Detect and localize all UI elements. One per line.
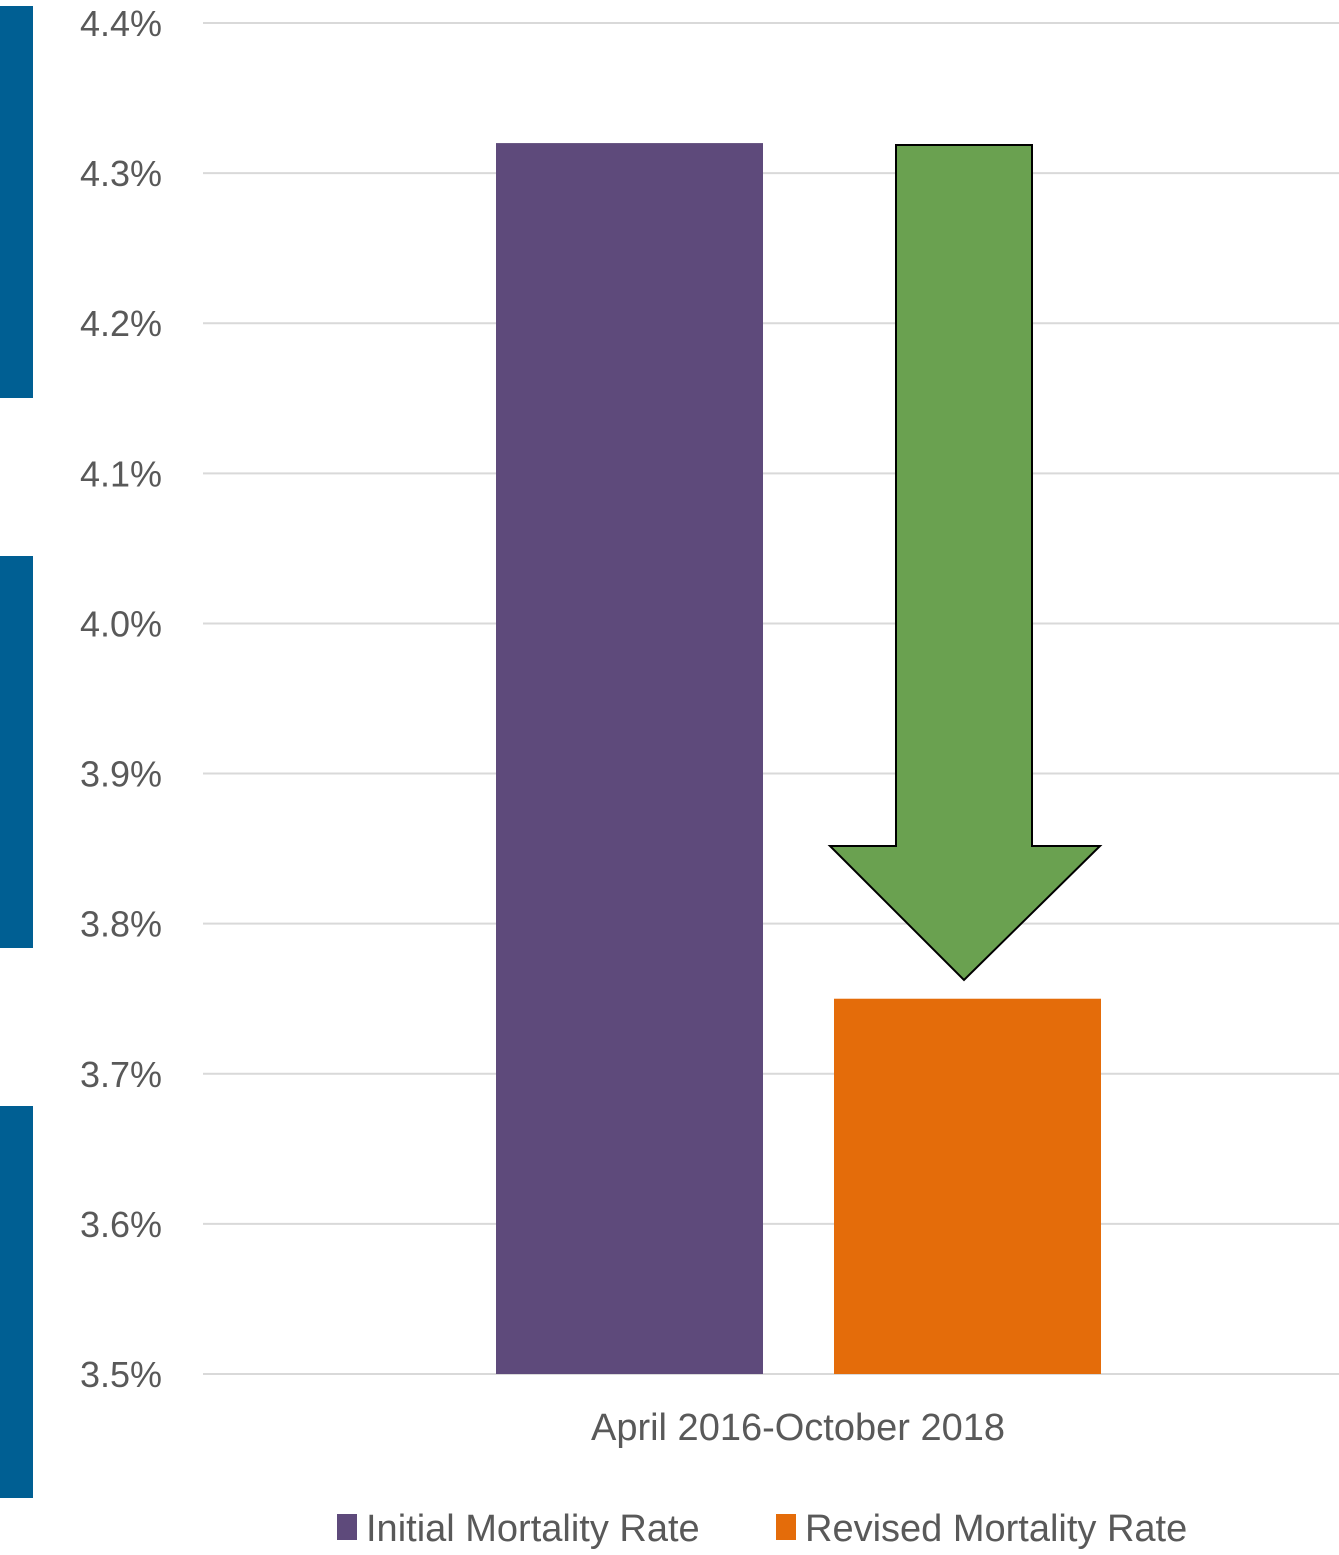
gridlines bbox=[203, 22, 1339, 1375]
y-tick-label: 3.7% bbox=[80, 1054, 162, 1095]
bar-initial-mortality-rate bbox=[496, 143, 763, 1375]
y-tick-label: 4.1% bbox=[80, 453, 162, 494]
y-axis-ticks: 3.5% 3.6% 3.7% 3.8% 3.9% 4.0% 4.1% 4.2% 4.3% 4.4% bbox=[80, 3, 162, 1395]
legend-label-revised: Revised Mortality Rate bbox=[805, 1508, 1187, 1550]
left-accent-bar-bottom bbox=[0, 1106, 33, 1498]
left-accent-bar-middle bbox=[0, 556, 33, 948]
y-tick-label: 3.8% bbox=[80, 904, 162, 945]
legend-swatch-initial bbox=[337, 1514, 357, 1540]
legend-swatch-revised bbox=[776, 1514, 796, 1540]
y-tick-label: 4.4% bbox=[80, 3, 162, 44]
x-axis-category-label: April 2016-October 2018 bbox=[591, 1407, 1005, 1449]
y-tick-label: 4.0% bbox=[80, 603, 162, 644]
y-tick-label: 3.9% bbox=[80, 754, 162, 795]
down-arrow-annotation bbox=[827, 144, 1103, 982]
y-tick-label: 4.2% bbox=[80, 303, 162, 344]
legend-label-initial: Initial Mortality Rate bbox=[366, 1508, 700, 1550]
y-tick-label: 3.5% bbox=[80, 1354, 162, 1395]
y-tick-label: 3.6% bbox=[80, 1204, 162, 1245]
bar-revised-mortality-rate bbox=[834, 998, 1101, 1374]
left-accent-bar-top bbox=[0, 6, 33, 398]
legend: Initial Mortality Rate Revised Mortality… bbox=[337, 1508, 1187, 1550]
bars bbox=[496, 143, 1101, 1375]
y-tick-label: 4.3% bbox=[80, 153, 162, 194]
